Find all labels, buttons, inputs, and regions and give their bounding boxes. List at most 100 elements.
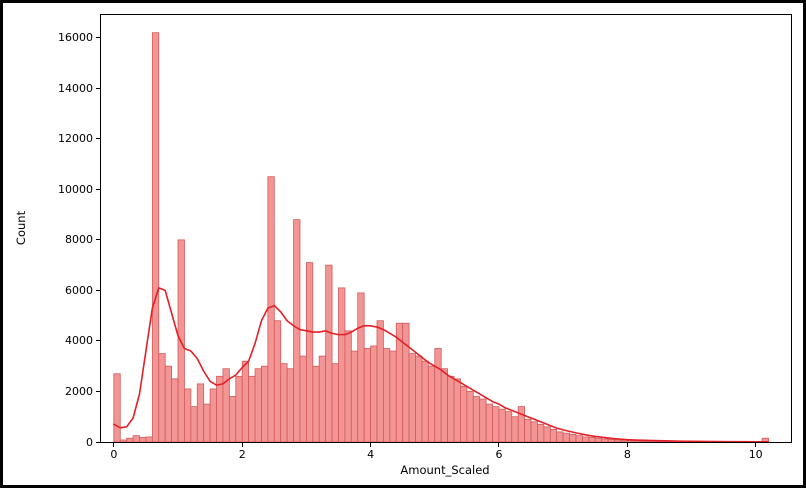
x-tick-label: 0 bbox=[110, 448, 118, 461]
histogram-bar bbox=[228, 396, 237, 442]
histogram-bar bbox=[119, 439, 128, 442]
histogram-bar bbox=[145, 436, 153, 442]
histogram-bar bbox=[440, 368, 449, 442]
histogram-bar bbox=[305, 262, 314, 442]
histogram-bar bbox=[196, 383, 205, 442]
histogram-bar bbox=[184, 388, 192, 442]
histogram-bar bbox=[151, 32, 160, 442]
histogram-bar bbox=[286, 368, 294, 442]
histogram-bar bbox=[158, 353, 166, 442]
x-tick-label: 8 bbox=[623, 448, 631, 461]
histogram-bar bbox=[427, 365, 436, 442]
histogram-bar bbox=[569, 434, 577, 442]
y-tick-mark bbox=[96, 441, 100, 443]
y-tick-label: 4000 bbox=[65, 334, 93, 348]
histogram-bar bbox=[537, 423, 545, 442]
histogram-bar bbox=[434, 348, 442, 442]
histogram-bar bbox=[216, 375, 224, 442]
y-tick-label: 8000 bbox=[65, 233, 93, 247]
histogram-bar bbox=[389, 350, 397, 442]
x-tick-mark bbox=[626, 443, 628, 447]
x-tick-label: 10 bbox=[748, 448, 763, 461]
y-tick-mark bbox=[96, 138, 100, 140]
histogram-bar bbox=[485, 403, 493, 442]
histogram-bar bbox=[209, 388, 217, 442]
histogram-bar bbox=[556, 431, 564, 442]
x-tick-mark bbox=[241, 443, 243, 447]
histogram-bar bbox=[614, 439, 622, 442]
y-tick-mark bbox=[96, 239, 100, 241]
y-tick-label: 6000 bbox=[65, 283, 93, 297]
histogram-bar bbox=[132, 435, 140, 442]
x-tick-label: 4 bbox=[367, 448, 375, 461]
y-tick-mark bbox=[96, 340, 100, 342]
histogram-bar bbox=[325, 264, 333, 442]
histogram-bar bbox=[562, 432, 570, 442]
histogram-bar bbox=[408, 353, 416, 442]
plot-area bbox=[100, 14, 792, 443]
histogram-bar bbox=[248, 375, 256, 442]
x-tick-mark bbox=[498, 443, 500, 447]
histogram-bar bbox=[588, 437, 596, 442]
histogram-bar bbox=[421, 360, 429, 442]
histogram-bar bbox=[235, 375, 243, 442]
histogram-bar bbox=[164, 365, 173, 442]
histogram-bar bbox=[504, 411, 513, 442]
y-tick-mark bbox=[96, 37, 100, 39]
histogram-bar bbox=[524, 418, 532, 442]
x-axis-label: Amount_Scaled bbox=[400, 463, 490, 477]
histogram-bar bbox=[402, 322, 410, 442]
histogram-bar bbox=[171, 378, 179, 442]
y-axis-label: Count bbox=[14, 210, 28, 245]
histogram-bar bbox=[492, 406, 500, 442]
histogram-bar bbox=[318, 355, 327, 442]
x-tick-mark bbox=[113, 443, 115, 447]
y-tick-label: 16000 bbox=[58, 31, 93, 45]
histogram-bar bbox=[261, 365, 269, 442]
y-tick-label: 2000 bbox=[65, 384, 93, 398]
histogram-bar bbox=[273, 320, 282, 442]
y-tick-mark bbox=[96, 289, 100, 291]
histogram-bar bbox=[530, 421, 538, 442]
histogram-bar bbox=[331, 363, 339, 442]
histogram-bar bbox=[254, 368, 262, 442]
histogram-bar bbox=[575, 435, 583, 442]
histogram-bar bbox=[543, 426, 551, 442]
histogram-bar bbox=[113, 373, 121, 442]
histogram-bar bbox=[357, 292, 365, 442]
histogram-bar bbox=[581, 436, 590, 442]
histogram-bar bbox=[594, 437, 603, 442]
histogram-bar bbox=[126, 437, 134, 442]
x-tick-mark bbox=[755, 443, 757, 447]
histogram-bar bbox=[498, 408, 506, 442]
histogram-bar bbox=[466, 391, 474, 442]
histogram-bar bbox=[517, 406, 526, 442]
histogram-bar bbox=[549, 428, 558, 442]
histogram-bar bbox=[241, 360, 250, 442]
x-tick-label: 2 bbox=[238, 448, 246, 461]
histogram-bar bbox=[267, 176, 275, 442]
histogram-bar bbox=[472, 396, 481, 442]
kde-line bbox=[113, 287, 770, 442]
histogram-bar bbox=[203, 403, 211, 442]
y-tick-label: 0 bbox=[86, 435, 93, 449]
histogram-bar bbox=[370, 345, 378, 442]
histogram-bar bbox=[299, 355, 307, 442]
y-tick-label: 14000 bbox=[58, 81, 93, 95]
chart-canvas bbox=[113, 32, 770, 442]
histogram-bar bbox=[447, 375, 455, 442]
histogram-bar bbox=[479, 398, 487, 442]
y-tick-mark bbox=[96, 390, 100, 392]
y-tick-mark bbox=[96, 188, 100, 190]
histogram-bar bbox=[620, 439, 628, 442]
histogram-bar bbox=[383, 348, 391, 442]
histogram-bar bbox=[511, 416, 519, 442]
y-tick-label: 10000 bbox=[58, 182, 93, 196]
histogram-bar bbox=[350, 350, 359, 442]
histogram-bar bbox=[293, 219, 301, 442]
histogram-bar bbox=[607, 439, 615, 442]
y-tick-mark bbox=[96, 87, 100, 89]
histogram-bar bbox=[338, 287, 346, 442]
x-tick-mark bbox=[370, 443, 372, 447]
